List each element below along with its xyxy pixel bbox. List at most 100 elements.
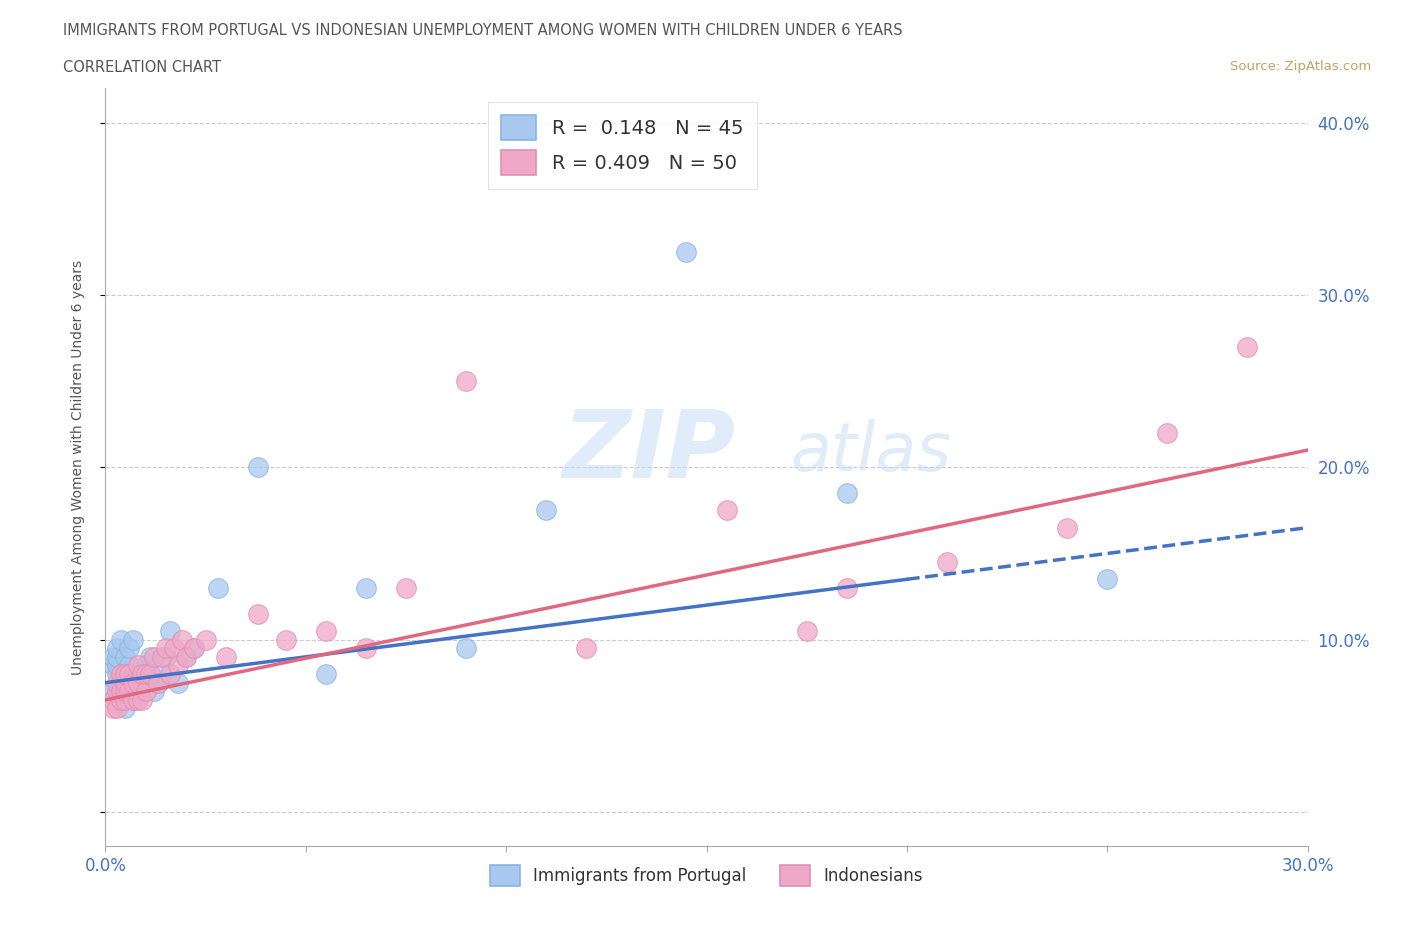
Point: [162, 641, 184, 656]
Text: Source: ZipAtlas.com: Source: ZipAtlas.com: [1230, 60, 1371, 73]
Point: [835, 485, 858, 500]
Point: [107, 667, 129, 682]
Point: [110, 632, 132, 647]
Point: [150, 649, 173, 664]
Point: [135, 667, 157, 682]
Point: [135, 667, 157, 682]
Point: [107, 701, 129, 716]
Point: [135, 658, 157, 673]
Point: [315, 667, 337, 682]
Point: [183, 641, 205, 656]
Point: [103, 684, 125, 698]
Point: [110, 667, 132, 682]
Point: [1156, 425, 1178, 440]
Point: [122, 675, 145, 690]
Point: [107, 684, 129, 698]
Point: [114, 675, 136, 690]
Point: [110, 693, 132, 708]
Legend: Immigrants from Portugal, Indonesians: Immigrants from Portugal, Indonesians: [482, 857, 931, 895]
Point: [575, 641, 598, 656]
Point: [1056, 520, 1078, 535]
Point: [936, 554, 959, 569]
Point: [246, 606, 269, 621]
Point: [183, 641, 205, 656]
Point: [146, 675, 169, 690]
Point: [146, 675, 169, 690]
Text: CORRELATION CHART: CORRELATION CHART: [63, 60, 221, 75]
Point: [150, 667, 173, 682]
Point: [1097, 572, 1119, 587]
Point: [114, 701, 136, 716]
Point: [107, 658, 129, 673]
Point: [454, 641, 477, 656]
Point: [122, 693, 145, 708]
Point: [534, 503, 557, 518]
Point: [354, 641, 377, 656]
Point: [118, 658, 141, 673]
Point: [118, 641, 141, 656]
Point: [246, 460, 269, 475]
Point: [274, 632, 297, 647]
Point: [110, 675, 132, 690]
Point: [118, 684, 141, 698]
Point: [675, 245, 697, 259]
Point: [103, 701, 125, 716]
Point: [127, 667, 149, 682]
Point: [142, 649, 165, 664]
Point: [103, 658, 125, 673]
Point: [114, 693, 136, 708]
Point: [155, 649, 177, 664]
Point: [131, 675, 153, 690]
Point: [166, 658, 188, 673]
Point: [114, 667, 136, 682]
Point: [127, 658, 149, 673]
Point: [454, 374, 477, 389]
Point: [194, 632, 217, 647]
Point: [315, 623, 337, 638]
Point: [174, 649, 197, 664]
Point: [127, 693, 149, 708]
Point: [796, 623, 818, 638]
Point: [127, 684, 149, 698]
Point: [835, 580, 858, 595]
Point: [155, 641, 177, 656]
Point: [103, 693, 125, 708]
Point: [170, 632, 193, 647]
Point: [107, 675, 129, 690]
Point: [166, 675, 188, 690]
Point: [214, 649, 236, 664]
Point: [107, 649, 129, 664]
Point: [131, 667, 153, 682]
Point: [159, 667, 181, 682]
Point: [131, 693, 153, 708]
Point: [118, 667, 141, 682]
Point: [110, 684, 132, 698]
Point: [114, 693, 136, 708]
Text: ZIP: ZIP: [562, 406, 735, 498]
Y-axis label: Unemployment Among Women with Children Under 6 years: Unemployment Among Women with Children U…: [70, 259, 84, 675]
Point: [114, 684, 136, 698]
Point: [114, 667, 136, 682]
Point: [395, 580, 418, 595]
Point: [716, 503, 738, 518]
Point: [122, 632, 145, 647]
Point: [1236, 339, 1258, 354]
Point: [114, 649, 136, 664]
Point: [207, 580, 229, 595]
Point: [131, 667, 153, 682]
Point: [122, 693, 145, 708]
Point: [118, 684, 141, 698]
Point: [174, 649, 197, 664]
Point: [138, 667, 160, 682]
Point: [159, 623, 181, 638]
Point: [354, 580, 377, 595]
Point: [122, 675, 145, 690]
Text: atlas: atlas: [790, 419, 952, 485]
Point: [135, 684, 157, 698]
Point: [107, 641, 129, 656]
Text: IMMIGRANTS FROM PORTUGAL VS INDONESIAN UNEMPLOYMENT AMONG WOMEN WITH CHILDREN UN: IMMIGRANTS FROM PORTUGAL VS INDONESIAN U…: [63, 23, 903, 38]
Point: [142, 684, 165, 698]
Point: [114, 675, 136, 690]
Point: [127, 675, 149, 690]
Point: [110, 667, 132, 682]
